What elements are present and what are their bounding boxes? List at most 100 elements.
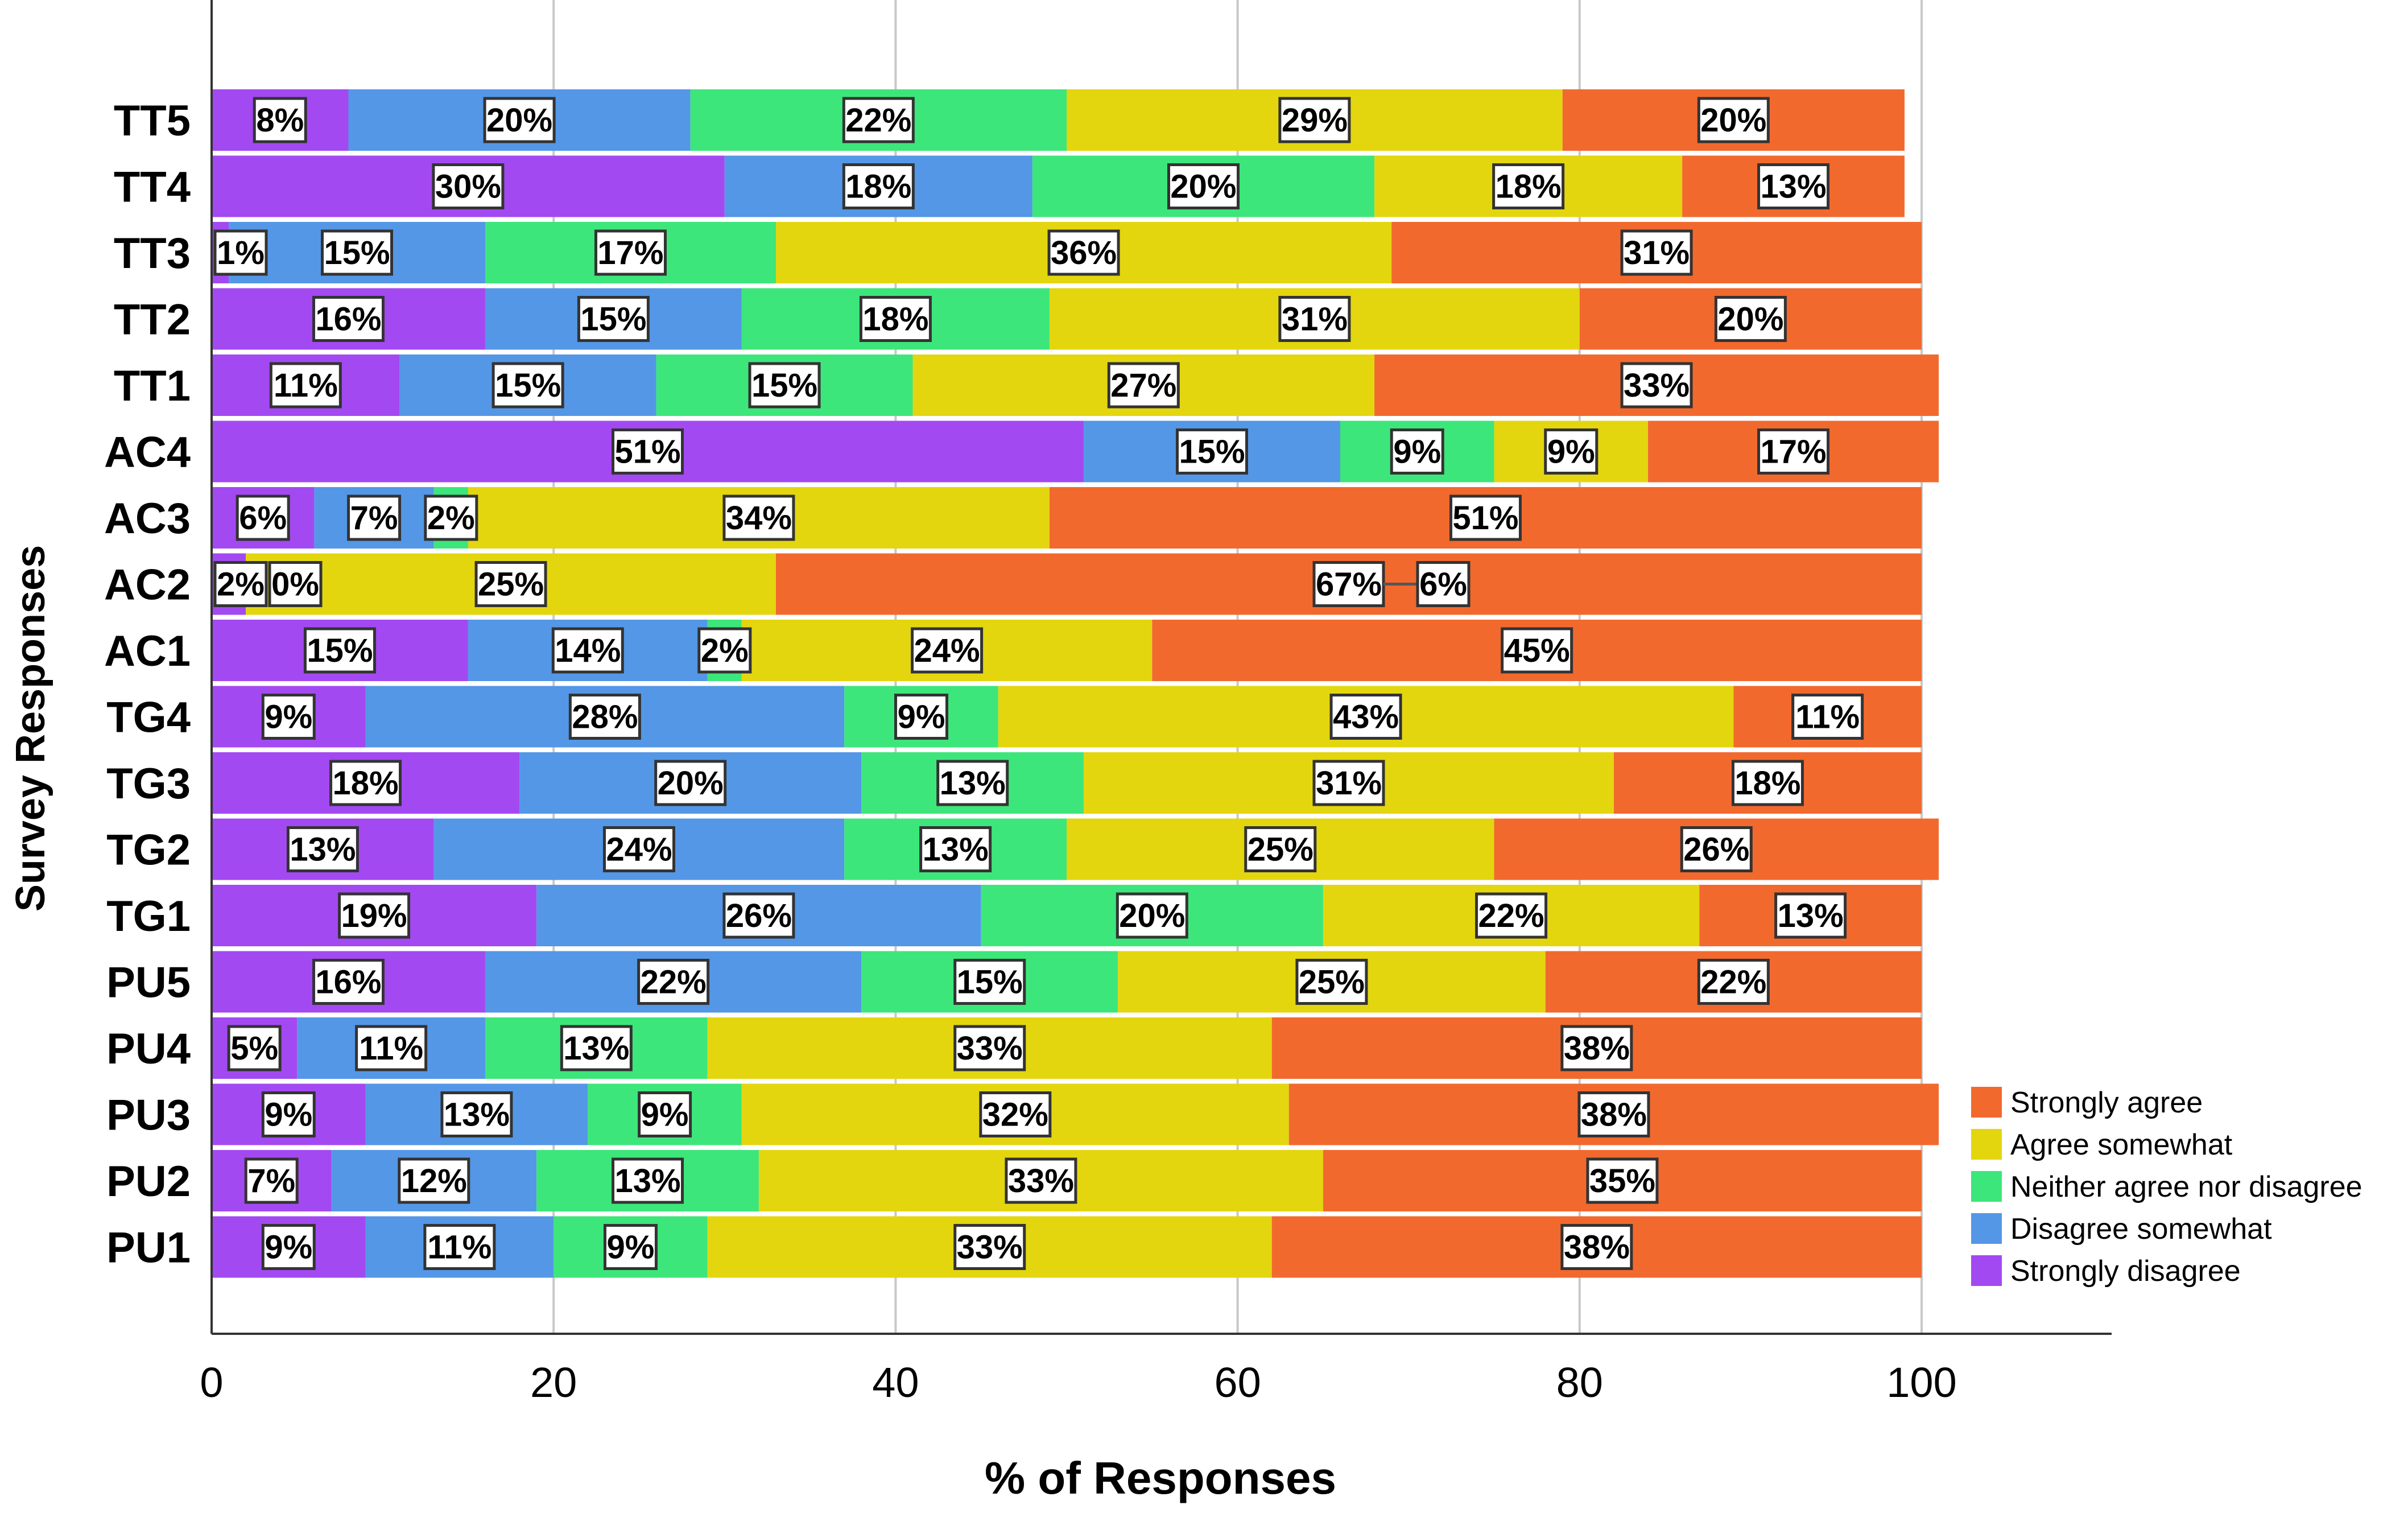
data-label-TG1-neither-agree-nor-disagree-box (1116, 892, 1188, 939)
data-label-TT3-strongly-agree: 31% (1624, 234, 1690, 271)
data-label-TT4-agree-somewhat-box (1492, 163, 1565, 209)
data-label-TT3-agree-somewhat-box (1047, 229, 1120, 276)
data-label-TG3-strongly-disagree: 18% (332, 765, 398, 802)
category-label-PU1: PU1 (106, 1224, 191, 1272)
data-label-AC2-disagree-somewhat: 0% (271, 566, 319, 603)
data-label-PU5-agree-somewhat-box (1295, 959, 1368, 1005)
data-label-AC3-disagree-somewhat: 7% (350, 500, 398, 537)
data-label-AC4-disagree-somewhat-box (1176, 428, 1249, 475)
category-label-TG4: TG4 (106, 694, 191, 742)
data-label-TG4-strongly-disagree-box (261, 694, 316, 740)
data-label-TG3-disagree-somewhat-box (654, 760, 727, 806)
data-label-TT5-neither-agree-nor-disagree: 22% (845, 102, 911, 139)
data-label-TT3-agree-somewhat: 36% (1051, 234, 1117, 271)
data-label-TT1-neither-agree-nor-disagree: 15% (751, 367, 817, 404)
data-label-PU2-strongly-agree-box (1586, 1157, 1659, 1204)
data-label-PU2-strongly-agree: 35% (1589, 1163, 1655, 1199)
legend-swatch-neither-agree-nor-disagree (1971, 1171, 2002, 1202)
data-label-PU3-neither-agree-nor-disagree-box (638, 1091, 692, 1137)
data-label-AC3-agree-somewhat: 34% (726, 500, 792, 537)
data-label-AC2-strongly-agree-box (1312, 561, 1385, 607)
data-label-PU4-strongly-disagree: 5% (230, 1030, 278, 1067)
data-label-PU5-neither-agree-nor-disagree-box (953, 959, 1026, 1005)
data-label-PU2-disagree-somewhat-box (398, 1157, 470, 1204)
data-label-AC3-neither-agree-nor-disagree: 2% (427, 500, 475, 537)
data-label-PU3-agree-somewhat: 32% (982, 1096, 1048, 1133)
data-label-AC3-strongly-agree: 51% (1452, 500, 1518, 537)
tick-labels: 0 20 40 60 80 100 TT5 TT4 TT3 TT2 TT1 AC4 AC3 AC2 AC1 T… (104, 97, 1957, 1406)
data-label-TG3-agree-somewhat: 31% (1316, 765, 1382, 802)
data-label-PU3-strongly-disagree-box (261, 1091, 316, 1137)
data-label-PU1-agree-somewhat-box (953, 1224, 1026, 1270)
data-label-AC4-agree-somewhat-box (1544, 428, 1599, 475)
data-label-PU3-neither-agree-nor-disagree: 9% (641, 1096, 689, 1133)
data-label-PU4-disagree-somewhat-box (355, 1025, 428, 1071)
category-label-TT2: TT2 (114, 296, 191, 344)
data-label-TG3-agree-somewhat-box (1312, 760, 1385, 806)
data-labels: 8% 20% 22% 29% 20% 30% 18% 20% 18% 13% 1% 15% 17% 36%… (213, 97, 1864, 1270)
data-label-PU5-disagree-somewhat: 22% (641, 964, 707, 1001)
data-label-TT4-disagree-somewhat: 18% (845, 168, 911, 205)
data-label-TT5-strongly-agree: 20% (1700, 102, 1766, 139)
data-label-TG4-strongly-agree-box (1791, 694, 1864, 740)
data-label-TT3-strongly-disagree-box (213, 229, 268, 276)
data-label-PU5-strongly-disagree: 16% (315, 964, 381, 1001)
data-label-AC4-strongly-disagree: 51% (614, 434, 680, 471)
data-label-TG4-strongly-agree: 11% (1795, 699, 1860, 736)
data-label-AC4-agree-somewhat: 9% (1547, 434, 1595, 471)
data-label-TT3-neither-agree-nor-disagree: 17% (597, 234, 663, 271)
x-tick-label-60: 60 (1214, 1359, 1261, 1406)
data-label-AC2-agree-somewhat: 25% (478, 566, 544, 603)
data-label-PU5-strongly-disagree-box (312, 959, 385, 1005)
data-label-TG4-neither-agree-nor-disagree: 9% (898, 699, 945, 736)
data-label-PU2-strongly-disagree: 7% (247, 1163, 295, 1199)
data-label-TT4-strongly-agree: 13% (1761, 168, 1827, 205)
data-label-TT5-strongly-disagree-box (253, 97, 307, 143)
data-label-PU3-disagree-somewhat-box (440, 1091, 513, 1137)
data-label-TG3-neither-agree-nor-disagree: 13% (940, 765, 1006, 802)
data-label-TT1-disagree-somewhat: 15% (495, 367, 561, 404)
data-label-TG3-strongly-agree: 18% (1734, 765, 1800, 802)
data-label-PU1-agree-somewhat: 33% (957, 1229, 1023, 1266)
data-label-TT1-agree-somewhat: 27% (1110, 367, 1176, 404)
data-label-AC1-strongly-disagree: 15% (307, 632, 373, 669)
legend-label-disagree-somewhat: Disagree somewhat (2010, 1213, 2272, 1246)
data-label-PU5-strongly-agree: 22% (1700, 964, 1766, 1001)
data-label-TG2-strongly-agree: 26% (1683, 831, 1749, 868)
data-label-AC2-agree-somewhat-box (474, 561, 547, 607)
data-label-TT2-strongly-disagree: 16% (315, 301, 381, 338)
data-label-TT2-agree-somewhat: 31% (1282, 301, 1348, 338)
data-label-TG1-agree-somewhat: 22% (1478, 897, 1544, 934)
data-label-AC1-strongly-agree-box (1501, 627, 1573, 674)
category-label-TG1: TG1 (106, 892, 191, 941)
data-label-TG2-strongly-disagree: 13% (290, 831, 356, 868)
data-label-TG3-strongly-agree-box (1731, 760, 1804, 806)
data-label-AC1-disagree-somewhat: 14% (555, 632, 621, 669)
category-label-TT1: TT1 (114, 362, 191, 410)
data-label-AC3-neither-agree-nor-disagree-box (424, 494, 478, 541)
data-label-PU1-strongly-agree: 38% (1564, 1229, 1630, 1266)
data-label-TT3-disagree-somewhat-box (321, 229, 394, 276)
data-label-TG1-strongly-agree-box (1774, 892, 1847, 939)
legend-label-neither-agree-nor-disagree: Neither agree nor disagree (2010, 1170, 2362, 1203)
data-label-TG4-strongly-disagree: 9% (265, 699, 312, 736)
category-label-AC4: AC4 (104, 428, 191, 477)
data-label-TG1-neither-agree-nor-disagree: 20% (1119, 897, 1185, 934)
data-label-AC1-agree-somewhat: 24% (914, 632, 980, 669)
y-axis-title: Survey Responses (8, 545, 53, 912)
data-label-TT3-strongly-disagree: 1% (217, 234, 265, 271)
data-label-PU4-disagree-somewhat: 11% (359, 1030, 423, 1067)
data-label-TT2-neither-agree-nor-disagree: 18% (862, 301, 928, 338)
data-label-TT5-strongly-agree-box (1697, 97, 1770, 143)
legend-swatch-strongly-disagree (1971, 1255, 2002, 1286)
data-label-TT2-neither-agree-nor-disagree-box (859, 296, 932, 342)
x-tick-label-20: 20 (530, 1359, 577, 1406)
data-label-PU2-strongly-disagree-box (244, 1157, 299, 1204)
data-label-AC1-neither-agree-nor-disagree-box (697, 627, 752, 674)
data-label-TT4-agree-somewhat: 18% (1496, 168, 1562, 205)
data-label-TT2-agree-somewhat-box (1278, 296, 1351, 342)
data-label-PU1-strongly-disagree: 9% (265, 1229, 312, 1266)
category-label-AC3: AC3 (104, 494, 191, 543)
data-label-PU4-strongly-disagree-box (227, 1025, 282, 1071)
data-label-TT1-agree-somewhat-box (1107, 362, 1180, 409)
